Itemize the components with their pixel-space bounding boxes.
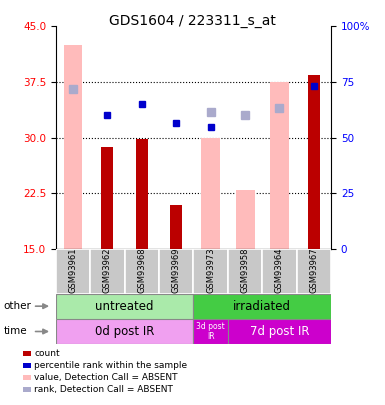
Bar: [159, 249, 194, 294]
Text: GSM93973: GSM93973: [206, 247, 215, 293]
Bar: [201, 138, 220, 249]
Bar: [262, 249, 297, 294]
Bar: [23, 350, 31, 356]
Text: GSM93969: GSM93969: [172, 248, 181, 293]
Text: value, Detection Call = ABSENT: value, Detection Call = ABSENT: [35, 373, 178, 382]
Bar: [23, 387, 31, 392]
Bar: [101, 147, 114, 249]
Text: irradiated: irradiated: [233, 300, 291, 313]
Bar: [125, 249, 159, 294]
Bar: [194, 294, 331, 319]
Bar: [228, 249, 262, 294]
Text: rank, Detection Call = ABSENT: rank, Detection Call = ABSENT: [35, 385, 173, 394]
Bar: [56, 294, 194, 319]
Bar: [236, 190, 254, 249]
Text: 3d post
IR: 3d post IR: [196, 322, 225, 341]
Bar: [194, 319, 228, 344]
Bar: [308, 75, 320, 249]
Text: percentile rank within the sample: percentile rank within the sample: [35, 361, 187, 370]
Text: GSM93968: GSM93968: [137, 247, 146, 293]
Bar: [56, 249, 90, 294]
Text: 0d post IR: 0d post IR: [95, 325, 154, 338]
Text: other: other: [4, 301, 32, 311]
Bar: [64, 45, 82, 249]
Bar: [136, 139, 148, 249]
Text: GSM93964: GSM93964: [275, 248, 284, 293]
Text: GSM93962: GSM93962: [103, 248, 112, 293]
Text: time: time: [4, 326, 27, 337]
Bar: [170, 205, 182, 249]
Bar: [23, 375, 31, 380]
Text: GSM93961: GSM93961: [69, 248, 77, 293]
Bar: [23, 363, 31, 368]
Text: GSM93967: GSM93967: [310, 247, 318, 293]
Text: 7d post IR: 7d post IR: [250, 325, 309, 338]
Bar: [56, 319, 194, 344]
Bar: [270, 82, 289, 249]
Text: GSM93958: GSM93958: [241, 248, 249, 293]
Bar: [194, 249, 228, 294]
Bar: [297, 249, 331, 294]
Bar: [90, 249, 125, 294]
Text: count: count: [35, 349, 60, 358]
Text: GDS1604 / 223311_s_at: GDS1604 / 223311_s_at: [109, 14, 276, 28]
Text: untreated: untreated: [95, 300, 154, 313]
Bar: [228, 319, 331, 344]
